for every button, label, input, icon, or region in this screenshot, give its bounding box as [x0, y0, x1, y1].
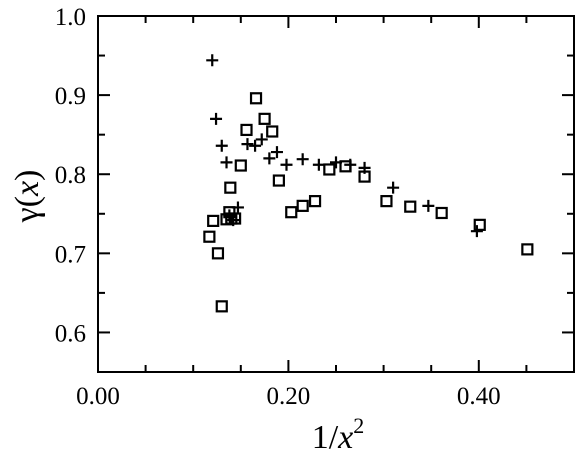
square-point [358, 170, 371, 183]
x-tick-label: 0.20 [267, 383, 311, 410]
x-axis-title-sup: 2 [353, 413, 364, 438]
y-axis-title-close: ) [9, 170, 46, 181]
plus-point [215, 139, 228, 152]
y-tick-label: 0.7 [55, 241, 86, 268]
square-point [211, 247, 225, 260]
square-point [296, 199, 309, 212]
axis-ticks [97, 15, 575, 373]
square-point [339, 160, 352, 173]
square-point [215, 300, 228, 313]
x-axis-title: 1/x2 [312, 413, 365, 456]
square-point [285, 206, 298, 219]
plus-point [312, 158, 325, 171]
square-point [224, 181, 237, 194]
plus-point [470, 225, 483, 238]
square-point [323, 163, 336, 176]
square-point [435, 206, 448, 220]
square-point [258, 112, 271, 125]
square-point [228, 212, 242, 225]
square-point [234, 159, 247, 172]
data-points [203, 54, 534, 313]
square-point [240, 123, 253, 137]
plus-point [263, 152, 276, 165]
square-point [203, 230, 216, 243]
y-tick-label: 1.0 [55, 4, 86, 31]
plus-point [249, 139, 262, 152]
y-tick-label: 0.6 [55, 320, 86, 347]
y-axis-title-fn: γ( [9, 196, 46, 223]
square-point [266, 125, 279, 138]
plus-point [241, 138, 254, 151]
y-tick-label: 0.8 [55, 162, 86, 189]
square-point [521, 243, 534, 256]
square-point [380, 195, 393, 208]
plus-point [387, 181, 400, 194]
plot-frame [97, 15, 575, 373]
square-point [473, 218, 486, 231]
square-point [272, 174, 285, 187]
plus-point [422, 199, 435, 212]
y-axis-title: γ(x) [9, 170, 46, 224]
plus-point [210, 112, 223, 125]
tick-labels: 0.00 0.20 0.40 0.6 0.7 0.8 0.9 1.0 [55, 4, 501, 410]
y-axis-title-var: x [9, 181, 46, 197]
plus-point [206, 54, 219, 67]
plus-point [296, 153, 309, 166]
plus-point [270, 146, 283, 159]
y-tick-label: 0.9 [55, 83, 86, 110]
plus-point [255, 133, 268, 146]
square-point [207, 214, 220, 227]
x-axis-title-base: 1/ [312, 419, 339, 456]
x-axis-title-var: x [337, 419, 353, 456]
square-point [308, 195, 322, 208]
x-tick-label: 0.00 [76, 383, 120, 410]
plus-point [280, 158, 293, 171]
square-point [404, 200, 417, 213]
plus-point [220, 156, 233, 169]
x-tick-label: 0.40 [457, 383, 501, 410]
square-point [249, 92, 263, 105]
